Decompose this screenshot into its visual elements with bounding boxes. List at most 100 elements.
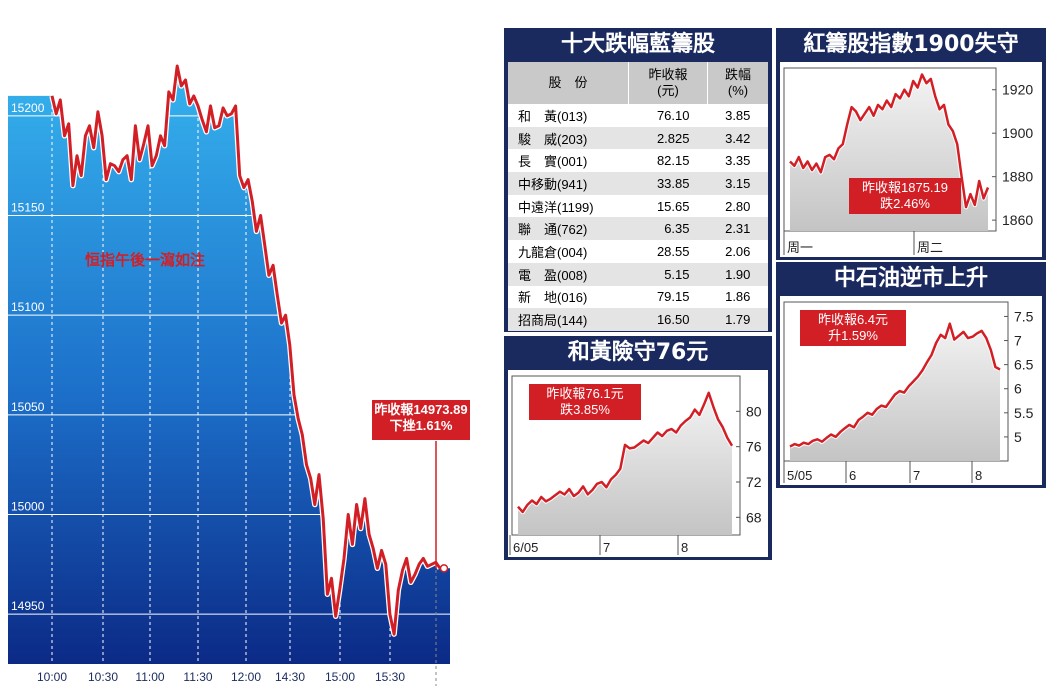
stock-name-cell: 新 地(016) — [518, 290, 588, 306]
change-pct-cell: 3.15 — [707, 172, 768, 195]
x-tick-label: 8 — [681, 540, 688, 555]
main-y-tick-label: 15000 — [11, 500, 45, 514]
table-row: 招商局(144) 16.50 1.79 — [508, 308, 768, 331]
decliners-table-wrap: 股 份 昨收報 (元) 跌幅 (%) 和 黃(013) 76.10 3.85 駿 威(… — [508, 62, 768, 331]
close-price-cell: 5.15 — [628, 262, 708, 286]
y-tick-label: 80 — [746, 403, 762, 419]
main-close-label: 昨收報14973.89 下挫1.61% — [371, 399, 471, 441]
close-price-cell: 76.10 — [656, 107, 690, 123]
y-tick-label: 1920 — [1002, 82, 1033, 98]
close-price-cell: 79.15 — [656, 289, 690, 305]
main-y-tick-label: 15150 — [11, 201, 45, 215]
main-y-tick-label: 15100 — [11, 300, 45, 314]
table-row: 中遠洋(1199) 15.65 2.80 — [508, 195, 768, 218]
table-row: 九龍倉(004) 28.55 2.06 — [508, 240, 768, 263]
y-tick-label: 5 — [1014, 429, 1022, 445]
y-tick-label: 76 — [746, 439, 762, 455]
y-tick-label: 7 — [1014, 333, 1022, 349]
hutch-change-value: 跌3.85% — [560, 402, 610, 417]
main-x-tick-label: 12:00 — [231, 670, 261, 684]
change-pct-cell: 2.80 — [725, 198, 751, 214]
main-x-tick-label: 14:30 — [275, 670, 305, 684]
stock-name-cell: 中遠洋(1199) — [518, 199, 594, 215]
table-row: 電 盈(008) 5.15 1.90 — [508, 262, 768, 286]
main-y-tick-label: 15050 — [11, 400, 45, 414]
y-tick-label: 1860 — [1002, 212, 1033, 228]
petrochina-label: 昨收報6.4元 升1.59% — [800, 310, 906, 346]
header-close: 昨收報 (元) — [628, 62, 708, 104]
change-pct-cell: 2.06 — [725, 243, 751, 259]
x-tick-label: 6/05 — [513, 540, 538, 555]
series-line — [789, 322, 1001, 448]
table-row: 和 黃(013) 76.10 3.85 — [508, 104, 768, 127]
hutch-close-value: 昨收報76.1元 — [546, 386, 624, 401]
main-x-tick-label: 10:30 — [88, 670, 118, 684]
close-price-cell: 82.15 — [656, 153, 690, 169]
decliners-body: 和 黃(013) 76.10 3.85 駿 威(203) 2.825 3.42 長 實(00… — [508, 104, 768, 331]
stock-name-cell: 長 實(001) — [518, 154, 588, 170]
main-y-tick-label: 15200 — [11, 101, 45, 115]
stock-name-cell: 聯 通(762) — [508, 217, 629, 241]
main-x-tick-label: 11:30 — [183, 670, 212, 684]
x-tick-label: 7 — [603, 540, 610, 555]
stock-name-cell: 招商局(144) — [508, 308, 629, 331]
decliners-panel: 十大跌幅藍籌股 股 份 昨收報 (元) 跌幅 (%) 和 黃(013) 76.10… — [504, 28, 772, 332]
y-tick-label: 6.5 — [1014, 357, 1034, 373]
redchip-title: 紅籌股指數1900失守 — [803, 32, 1019, 57]
y-tick-label: 7.5 — [1014, 308, 1034, 324]
header-stock: 股 份 — [508, 62, 629, 104]
redchip-change-value: 跌2.46% — [880, 196, 930, 211]
change-pct-cell: 3.42 — [707, 126, 768, 150]
y-tick-label: 5.5 — [1014, 405, 1034, 421]
x-tick-label: 8 — [975, 468, 982, 483]
main-series-line — [50, 64, 442, 636]
stock-name-cell: 駿 威(203) — [508, 126, 629, 150]
hutch-title: 和黃險守76元 — [567, 340, 709, 365]
main-x-tick-label: 11:00 — [135, 670, 164, 684]
main-y-tick-label: 14950 — [11, 599, 45, 613]
hutch-panel: 和黃險守76元 80 76 72 68 6/05 7 8 昨收報76.1元 跌3.85% — [504, 336, 772, 560]
hang-seng-intraday-chart: 15200 15150 15100 15050 15000 14950 10:00 10:30… — [8, 63, 450, 686]
change-pct-cell: 2.31 — [707, 217, 768, 241]
header-close-text: 昨收報 (元) — [648, 67, 688, 98]
y-tick-label: 1900 — [1002, 125, 1033, 141]
table-row: 駿 威(203) 2.825 3.42 — [508, 126, 768, 150]
series-area-fill — [518, 392, 732, 535]
stock-name-cell: 電 盈(008) — [508, 262, 629, 286]
x-tick-label: 周一 — [787, 240, 813, 255]
table-row: 中移動(941) 33.85 3.15 — [508, 172, 768, 195]
main-x-tick-label: 10:00 — [37, 670, 67, 684]
table-row: 長 實(001) 82.15 3.35 — [508, 149, 768, 172]
decliners-table: 股 份 昨收報 (元) 跌幅 (%) 和 黃(013) 76.10 3.85 駿 威(… — [508, 62, 768, 331]
series-area-fill — [790, 323, 1000, 461]
y-tick-label: 6 — [1014, 381, 1022, 397]
x-tick-label: 6 — [849, 468, 856, 483]
change-pct-cell: 1.90 — [707, 262, 768, 286]
main-change-value: 下挫1.61% — [389, 418, 453, 433]
petrochina-change-value: 升1.59% — [828, 328, 878, 343]
main-chart-note: 恒指午後一瀉如注 — [85, 251, 205, 269]
main-close-value: 昨收報14973.89 — [374, 402, 468, 417]
close-price-cell: 2.825 — [628, 126, 708, 150]
stock-name-cell: 九龍倉(004) — [518, 244, 588, 260]
y-tick-label: 72 — [746, 474, 762, 490]
y-tick-label: 68 — [746, 509, 762, 525]
main-x-tick-label: 15:30 — [375, 670, 405, 684]
series-line — [517, 391, 734, 514]
y-tick-label: 1880 — [1002, 169, 1033, 185]
petrochina-chart: 7.5 7 6.5 6 5.5 5 5/05 6 7 8 — [780, 296, 1042, 485]
redchip-panel: 紅籌股指數1900失守 1920 1900 1880 1860 周一 周二 昨收報1875… — [776, 28, 1046, 260]
redchip-close-value: 昨收報1875.19 — [862, 180, 948, 195]
header-change: 跌幅 (%) — [707, 62, 768, 104]
decliners-header-row: 股 份 昨收報 (元) 跌幅 (%) — [508, 62, 768, 104]
series-line — [789, 73, 990, 209]
change-pct-cell: 3.35 — [725, 153, 751, 169]
close-price-cell: 16.50 — [628, 308, 708, 331]
table-row: 新 地(016) 79.15 1.86 — [508, 286, 768, 309]
close-price-cell: 15.65 — [656, 198, 690, 214]
petrochina-title: 中石油逆市上升 — [833, 266, 988, 291]
stock-name-cell: 和 黃(013) — [518, 108, 588, 124]
close-price-cell: 28.55 — [656, 243, 690, 259]
change-pct-cell: 1.79 — [707, 308, 768, 331]
petrochina-close-value: 昨收報6.4元 — [817, 312, 889, 327]
